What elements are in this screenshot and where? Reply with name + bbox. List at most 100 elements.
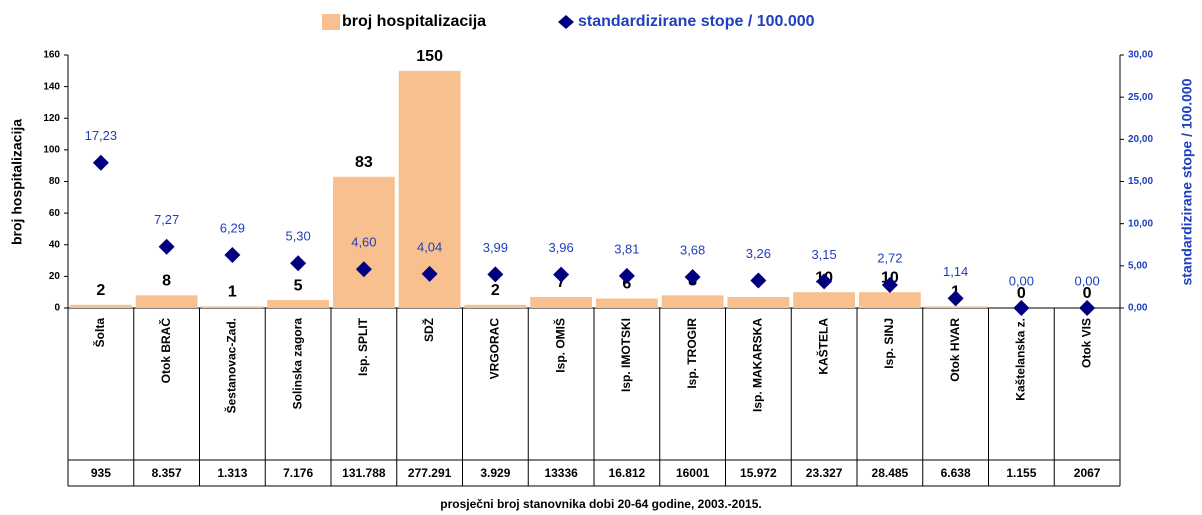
point-value-label: 3,68 (680, 242, 705, 257)
marker (487, 266, 504, 283)
x-tick-label: Šolta (92, 318, 107, 348)
bar-value-label: 2 (96, 282, 105, 299)
x-tick-label: KAŠTELA (815, 318, 830, 375)
bar (661, 295, 724, 308)
y2-tick-label: 25,00 (1128, 92, 1153, 103)
bar (924, 306, 987, 308)
point-value-label: 4,60 (351, 235, 376, 250)
table-cell: 1.155 (1006, 466, 1036, 480)
table-cell: 6.638 (941, 466, 971, 480)
bar (727, 296, 790, 308)
point-value-label: 2,72 (877, 250, 902, 265)
y-tick-label: 120 (43, 113, 60, 124)
x-tick-label: Solinska zagora (290, 318, 304, 410)
table-cell: 7.176 (283, 466, 313, 480)
marker (553, 266, 570, 283)
y-axis-title: broj hospitalizacija (9, 119, 25, 245)
x-tick-label: Šestanovac-Zad. (224, 318, 239, 413)
point-value-label: 3,15 (811, 247, 836, 262)
y2-tick-label: 15,00 (1128, 176, 1153, 187)
bar-value-label: 2 (491, 282, 500, 299)
point-value-label: 0,00 (1009, 273, 1034, 288)
x-tick-label: Isp. SPLIT (356, 317, 370, 376)
point-value-label: 3,81 (614, 241, 639, 256)
legend-label: standardizirane stope / 100.000 (578, 13, 815, 30)
marker (750, 272, 767, 289)
marker (684, 268, 701, 285)
y2-tick-label: 30,00 (1128, 50, 1153, 61)
x-tick-label: Otok BRAČ (158, 318, 173, 384)
point-value-label: 1,14 (943, 264, 968, 279)
bar (464, 304, 527, 308)
x-tick-label: Otok HVAR (948, 318, 962, 382)
bar-value-label: 0 (1017, 285, 1026, 302)
marker (290, 255, 307, 272)
marker (1079, 300, 1096, 316)
bar (332, 176, 395, 308)
y2-tick-label: 20,00 (1128, 134, 1153, 145)
bar-value-label: 0 (1083, 285, 1092, 302)
y-tick-label: 140 (43, 81, 60, 92)
marker (881, 277, 898, 294)
bar-value-label: 8 (162, 273, 171, 290)
point-value-label: 3,26 (746, 246, 771, 261)
table-cell: 935 (91, 466, 111, 480)
x-tick-label: Otok VIS (1079, 318, 1093, 368)
bar-value-label: 5 (294, 277, 303, 294)
bar (858, 292, 921, 308)
marker (947, 290, 964, 307)
bar (595, 298, 658, 308)
y-tick-label: 80 (49, 176, 61, 187)
x-tick-label: Isp. OMIŠ (552, 318, 567, 373)
y-tick-label: 40 (49, 239, 61, 250)
y2-tick-label: 0,00 (1128, 303, 1148, 314)
point-value-label: 3,96 (548, 240, 573, 255)
marker (816, 273, 833, 290)
marker (92, 154, 109, 171)
bar (267, 300, 330, 308)
table-cell: 13336 (544, 466, 578, 480)
table-cell: 2067 (1074, 466, 1101, 480)
x-axis-title: prosječni broj stanovnika dobi 20-64 god… (440, 497, 761, 511)
legend-label: broj hospitalizacija (342, 13, 486, 30)
marker (618, 267, 635, 284)
bar-value-label: 83 (355, 154, 373, 171)
bar (530, 296, 593, 308)
marker (421, 265, 438, 282)
marker (224, 246, 241, 263)
y2-tick-label: 10,00 (1128, 218, 1153, 229)
table-cell: 3.929 (480, 466, 510, 480)
marker (1013, 300, 1030, 316)
table-cell: 8.357 (152, 466, 182, 480)
y-tick-label: 100 (43, 145, 60, 156)
x-tick-label: VRGORAC (488, 318, 502, 380)
table-cell: 16001 (676, 466, 710, 480)
x-tick-label: Kaštelanska z. (1014, 318, 1028, 401)
table-cell: 23.327 (806, 466, 843, 480)
bar (135, 295, 198, 308)
y2-axis-title: standardizirane stope / 100.000 (1179, 78, 1195, 285)
point-value-label: 7,27 (154, 212, 179, 227)
marker (158, 238, 175, 255)
y-tick-label: 0 (54, 303, 60, 314)
point-value-label: 6,29 (220, 220, 245, 235)
point-value-label: 3,99 (483, 240, 508, 255)
y2-tick-label: 5,00 (1128, 260, 1148, 271)
point-value-label: 4,04 (417, 239, 442, 254)
table-cell: 131.788 (342, 466, 386, 480)
x-tick-label: SDŽ (421, 318, 436, 342)
y-tick-label: 160 (43, 50, 60, 61)
table-cell: 16.812 (609, 466, 646, 480)
table-cell: 1.313 (217, 466, 247, 480)
legend-swatch (322, 14, 340, 30)
marker (355, 261, 372, 278)
x-tick-label: Isp. TROGIR (685, 318, 699, 389)
y-tick-label: 20 (49, 271, 61, 282)
table-cell: 28.485 (872, 466, 909, 480)
x-tick-label: Isp. MAKARSKA (751, 318, 765, 412)
bar-value-label: 7 (557, 274, 566, 291)
bar (201, 306, 264, 308)
x-tick-label: Isp. SINJ (882, 318, 896, 369)
table-cell: 277.291 (408, 466, 452, 480)
